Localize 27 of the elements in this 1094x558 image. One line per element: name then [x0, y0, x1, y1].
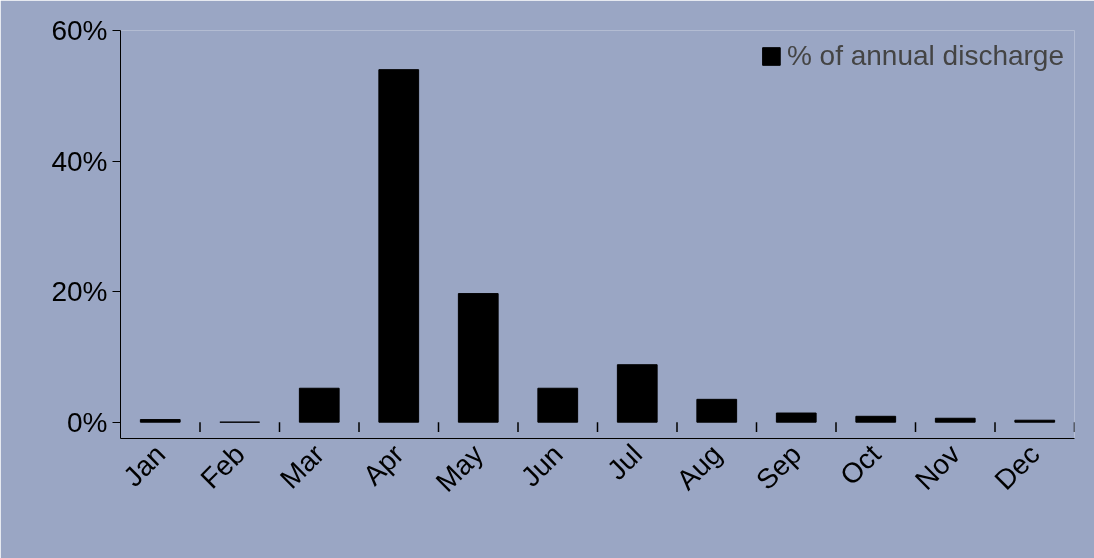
x-tick-label: Apr — [356, 438, 410, 492]
bar — [775, 412, 817, 423]
y-tick-label: 0% — [67, 406, 108, 438]
x-tick-label: Jul — [600, 438, 649, 486]
bar — [855, 415, 897, 423]
bar — [139, 419, 181, 423]
legend-label: % of annual discharge — [786, 40, 1064, 72]
x-tick-label: Aug — [670, 438, 728, 496]
y-tick-label: 20% — [51, 276, 108, 308]
bar — [457, 293, 499, 423]
x-tick-label: Jun — [514, 438, 569, 493]
bar — [616, 364, 658, 423]
bar — [298, 387, 340, 423]
x-tick-label: Mar — [274, 438, 331, 495]
x-tick-label: May — [429, 438, 490, 498]
bar — [934, 417, 976, 423]
x-tick-label: Sep — [750, 438, 808, 496]
x-tick-label: Jan — [117, 438, 172, 493]
y-tick-label: 60% — [51, 15, 108, 46]
x-tick-label: Oct — [833, 438, 887, 492]
bar — [696, 398, 738, 423]
x-tick-label: Feb — [194, 438, 251, 495]
bar — [537, 387, 579, 423]
bar — [378, 69, 420, 423]
y-tick-label: 40% — [51, 145, 108, 177]
x-tick-label: Nov — [909, 438, 967, 496]
x-tick-label: Dec — [988, 438, 1046, 496]
